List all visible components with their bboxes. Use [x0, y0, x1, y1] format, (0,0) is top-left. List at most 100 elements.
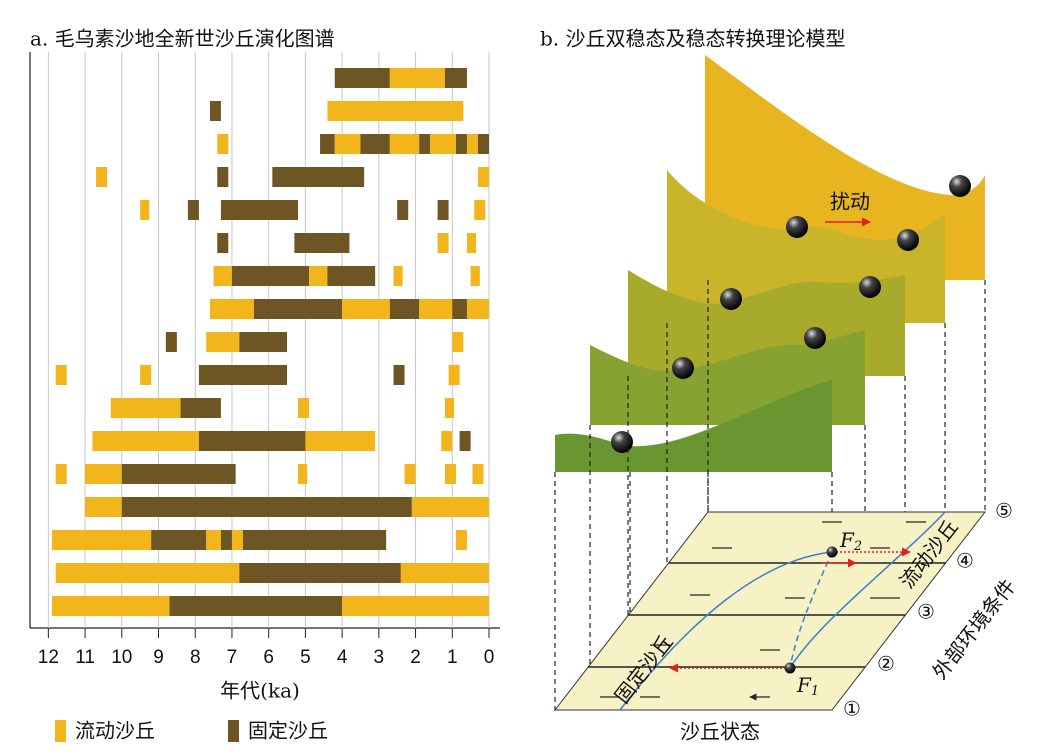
dune-bar: [437, 200, 449, 220]
dune-bar: [327, 101, 464, 121]
dune-bar: [187, 200, 199, 220]
dune-bar: [294, 233, 350, 253]
dune-bar: [110, 398, 181, 418]
dune-bar: [55, 464, 67, 484]
level-2: ②: [877, 652, 895, 676]
dune-bar: [231, 530, 243, 550]
dune-bar: [198, 365, 288, 385]
dune-bar: [298, 398, 310, 418]
x-tick-label: 4: [337, 647, 348, 668]
dune-bar: [165, 332, 177, 352]
x-tick-label: 7: [227, 647, 238, 668]
dune-bar: [151, 530, 207, 550]
dune-bar: [419, 299, 453, 319]
dune-bar: [220, 200, 299, 220]
dune-bar: [239, 563, 401, 583]
dune-bar: [430, 134, 456, 154]
level-1: ①: [843, 697, 861, 721]
f2-label: F2: [839, 528, 862, 554]
dune-bar: [470, 266, 480, 286]
dune-bar: [334, 68, 390, 88]
dune-bar: [213, 266, 232, 286]
dune-bar: [466, 134, 478, 154]
level-4: ④: [956, 549, 974, 573]
dune-bar: [404, 464, 416, 484]
dune-bar: [334, 134, 361, 154]
f1-point: [784, 662, 796, 674]
dune-bar: [85, 497, 122, 517]
dune-bar: [55, 365, 67, 385]
dune-bar: [393, 266, 403, 286]
dune-bar: [419, 134, 431, 154]
x-tick-label: 1: [447, 647, 458, 668]
fixed-branch: [619, 551, 833, 711]
dune-bar: [198, 431, 306, 451]
dune-bar: [55, 563, 240, 583]
dune-bar: [121, 464, 236, 484]
legend-swatch: [228, 720, 239, 742]
dune-bar: [477, 167, 489, 187]
dune-bar: [253, 299, 343, 319]
x-tick-label: 0: [484, 647, 495, 668]
dune-bar: [444, 398, 455, 418]
dune-bar: [52, 596, 170, 616]
dune-bar: [217, 167, 229, 187]
dune-bar: [459, 431, 471, 451]
x-axis-label: 年代(ka): [220, 679, 300, 703]
dune-bar: [180, 398, 221, 418]
dune-bar: [239, 332, 288, 352]
level-5: ⑤: [995, 499, 1013, 523]
dune-bar: [52, 530, 152, 550]
dune-bar: [474, 200, 486, 220]
x-tick-label: 5: [300, 647, 311, 668]
dune-bar: [220, 530, 232, 550]
dune-bar: [411, 497, 489, 517]
dune-bar: [342, 596, 489, 616]
dune-bar: [455, 134, 467, 154]
dune-bar: [389, 68, 445, 88]
dune-bar: [448, 365, 460, 385]
x-tick-label: 6: [263, 647, 274, 668]
dune-bar: [209, 299, 254, 319]
dune-bar: [209, 101, 221, 121]
dune-bar: [121, 497, 412, 517]
dune-bar: [389, 134, 420, 154]
x-tick-label: 8: [190, 647, 201, 668]
x-tick-label: 9: [153, 647, 164, 668]
dune-bar: [437, 233, 449, 253]
dune-bar: [444, 464, 456, 484]
dune-bar: [96, 167, 108, 187]
dune-bar: [169, 596, 343, 616]
x-tick-label: 12: [38, 647, 59, 668]
dune-bar: [393, 365, 405, 385]
dune-bar: [217, 233, 229, 253]
legend-label: 固定沙丘: [248, 719, 328, 743]
dune-bar: [140, 365, 152, 385]
dune-bar: [452, 299, 467, 319]
dune-bar: [477, 134, 489, 154]
legend-swatch: [55, 720, 66, 742]
dune-bar: [320, 134, 335, 154]
dune-bar: [455, 530, 467, 550]
dune-bar: [452, 332, 464, 352]
dune-bar: [441, 431, 453, 451]
dune-bar: [397, 200, 409, 220]
x-tick-label: 3: [374, 647, 385, 668]
x-tick-label: 11: [75, 647, 95, 668]
flow-arrows: [600, 521, 926, 697]
diagram-title: b. 沙丘双稳态及稳态转换理论模型: [540, 27, 846, 51]
dune-bar: [272, 167, 365, 187]
level-lines: [588, 562, 946, 668]
level-3: ③: [917, 600, 935, 624]
dune-bar: [217, 134, 229, 154]
x-tick-label: 10: [111, 647, 132, 668]
dune-bar: [206, 530, 221, 550]
legend-label: 流动沙丘: [75, 719, 155, 743]
panel-b: b. 沙丘双稳态及稳态转换理论模型 扰动: [540, 27, 1020, 744]
dune-bar: [206, 332, 240, 352]
balls: [611, 175, 971, 453]
state-plane: [553, 511, 987, 711]
dune-bar: [231, 266, 310, 286]
dune-bar: [444, 68, 467, 88]
